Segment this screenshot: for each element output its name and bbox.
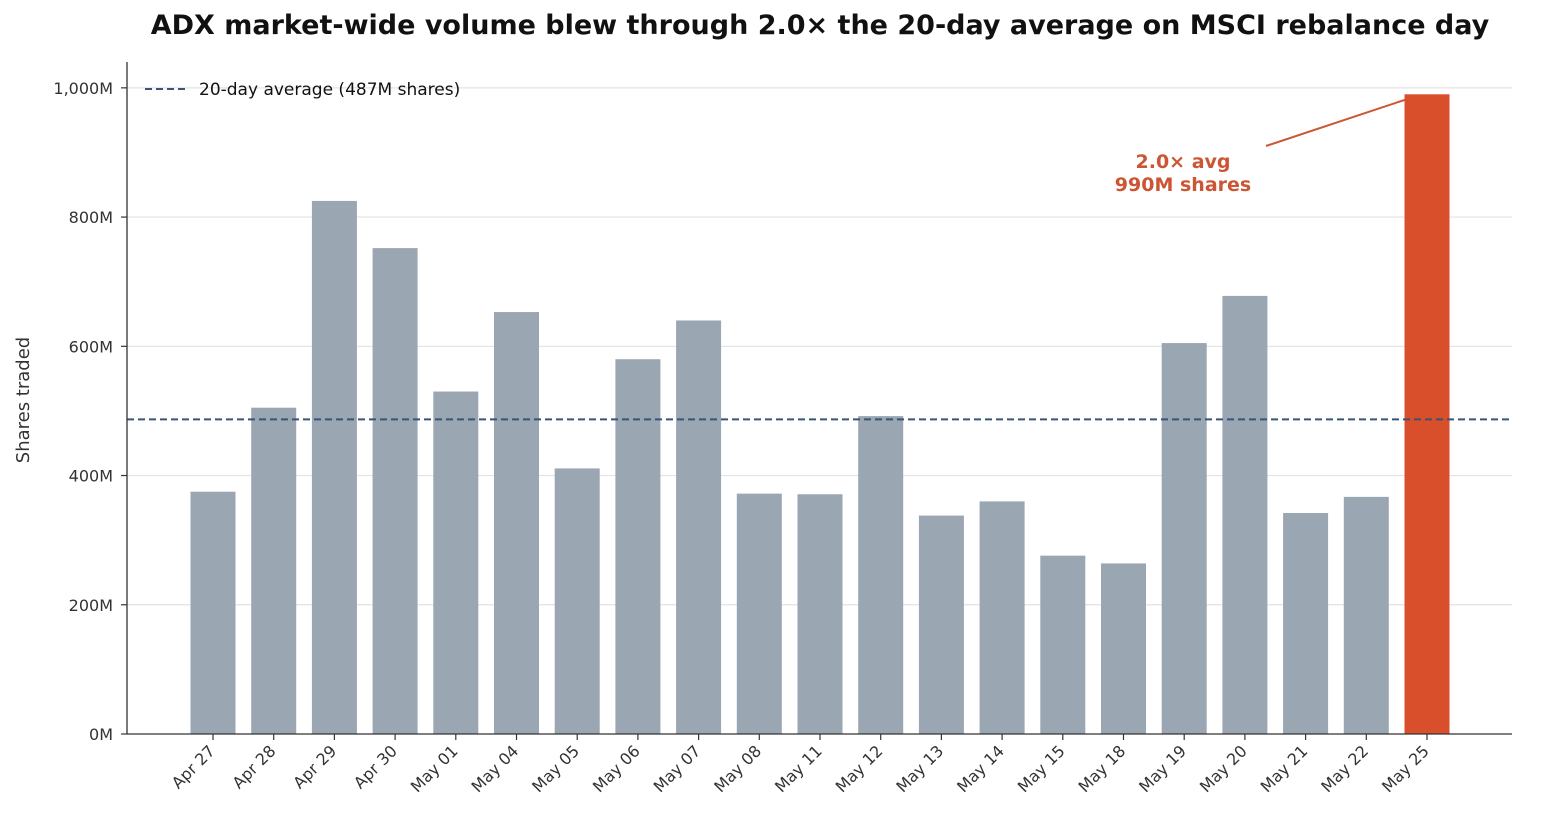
x-tick-label: May 15 — [1014, 741, 1069, 796]
bar-may-22 — [1343, 496, 1389, 734]
x-tick-labels: Apr 27 Apr 28 Apr 29 Apr 30 May 01 May 04 May … — [168, 741, 1433, 796]
y-tick-labels: 0M 200M 400M 600M 800M 1,000M — [53, 79, 113, 744]
x-tick-label: May 22 — [1317, 741, 1372, 796]
bar-may-05 — [554, 468, 600, 734]
bar-may-15 — [1040, 555, 1086, 734]
bar-may-13 — [918, 515, 964, 734]
bar-may-12 — [858, 416, 904, 734]
annotation-text-ratio: 2.0× avg — [1136, 151, 1231, 173]
bar-apr-29 — [311, 200, 357, 734]
y-axis-label: Shares traded — [13, 337, 34, 463]
bar-apr-27 — [190, 491, 236, 734]
bar-may-07 — [676, 320, 722, 734]
annotation-arrow — [1265, 98, 1407, 147]
x-tick-label: May 14 — [953, 741, 1008, 796]
x-tick-label: May 06 — [589, 741, 644, 796]
x-tick-label: May 13 — [892, 741, 947, 796]
x-tick-label: May 12 — [832, 741, 887, 796]
x-tick-label: May 07 — [650, 741, 705, 796]
bar-may-20 — [1222, 295, 1268, 734]
bar-may-18 — [1101, 563, 1146, 734]
y-tick-label: 800M — [69, 208, 113, 227]
x-tick-label: May 11 — [771, 741, 826, 796]
bar-may-19 — [1161, 343, 1207, 734]
x-tick-label: May 19 — [1135, 741, 1190, 796]
bar-may-08 — [736, 493, 782, 734]
x-tick-label: May 08 — [710, 741, 765, 796]
legend-label: 20-day average (487M shares) — [199, 80, 460, 100]
x-tick-label: May 01 — [407, 741, 462, 796]
annotation: 2.0× avg 990M shares — [1115, 98, 1407, 196]
y-tick-label: 200M — [69, 596, 113, 615]
grid-lines — [127, 87, 1512, 606]
bar-may-11 — [797, 494, 843, 734]
y-tick-label: 400M — [69, 467, 113, 486]
x-tick-label: Apr 28 — [229, 741, 280, 792]
legend: 20-day average (487M shares) — [145, 80, 460, 100]
bars — [190, 94, 1450, 735]
chart-title: ADX market-wide volume blew through 2.0×… — [150, 10, 1490, 41]
bar-may-25 — [1404, 94, 1450, 735]
bar-may-14 — [979, 501, 1025, 734]
x-tick-label: May 05 — [528, 741, 583, 796]
bar-apr-30 — [372, 248, 418, 735]
x-tick-label: Apr 29 — [289, 741, 340, 792]
axes — [121, 62, 1512, 740]
x-tick-label: Apr 30 — [350, 741, 401, 792]
x-tick-label: May 18 — [1075, 741, 1130, 796]
y-tick-label: 0M — [89, 725, 113, 744]
x-tick-label: Apr 27 — [168, 741, 219, 792]
annotation-text-volume: 990M shares — [1115, 174, 1251, 196]
bar-may-04 — [494, 312, 539, 734]
x-tick-label: May 25 — [1378, 741, 1433, 796]
x-tick-label: May 20 — [1196, 741, 1251, 796]
y-tick-label: 600M — [69, 337, 113, 356]
x-tick-label: May 04 — [468, 741, 523, 796]
y-tick-label: 1,000M — [53, 79, 113, 98]
bar-may-21 — [1283, 513, 1329, 734]
bar-apr-28 — [251, 407, 297, 734]
bar-may-06 — [615, 359, 661, 734]
x-tick-label: May 21 — [1257, 741, 1312, 796]
bar-may-01 — [433, 391, 479, 734]
